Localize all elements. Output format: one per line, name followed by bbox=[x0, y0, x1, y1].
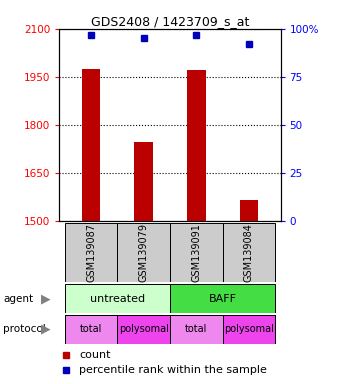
Bar bbox=[240, 200, 258, 221]
Text: agent: agent bbox=[3, 293, 34, 304]
Text: polysomal: polysomal bbox=[224, 324, 274, 334]
Text: BAFF: BAFF bbox=[209, 293, 237, 304]
Text: percentile rank within the sample: percentile rank within the sample bbox=[79, 366, 267, 376]
Bar bbox=[65, 284, 170, 313]
Bar bbox=[170, 315, 223, 344]
Bar bbox=[135, 142, 153, 221]
Bar bbox=[187, 70, 205, 221]
Title: GDS2408 / 1423709_s_at: GDS2408 / 1423709_s_at bbox=[91, 15, 249, 28]
Text: GSM139079: GSM139079 bbox=[139, 223, 149, 282]
Text: GSM139091: GSM139091 bbox=[191, 223, 201, 282]
Text: ▶: ▶ bbox=[41, 292, 51, 305]
Text: protocol: protocol bbox=[3, 324, 46, 334]
Text: total: total bbox=[80, 324, 102, 334]
Bar bbox=[117, 223, 170, 282]
Bar bbox=[65, 223, 117, 282]
Text: GSM139087: GSM139087 bbox=[86, 223, 96, 282]
Bar bbox=[170, 223, 223, 282]
Text: count: count bbox=[79, 350, 111, 360]
Bar bbox=[82, 69, 100, 221]
Text: total: total bbox=[185, 324, 207, 334]
Bar bbox=[65, 315, 117, 344]
Bar bbox=[170, 284, 275, 313]
Text: polysomal: polysomal bbox=[119, 324, 169, 334]
Bar bbox=[223, 223, 275, 282]
Bar bbox=[117, 315, 170, 344]
Text: ▶: ▶ bbox=[41, 323, 51, 336]
Bar bbox=[223, 315, 275, 344]
Text: untreated: untreated bbox=[90, 293, 145, 304]
Text: GSM139084: GSM139084 bbox=[244, 223, 254, 282]
